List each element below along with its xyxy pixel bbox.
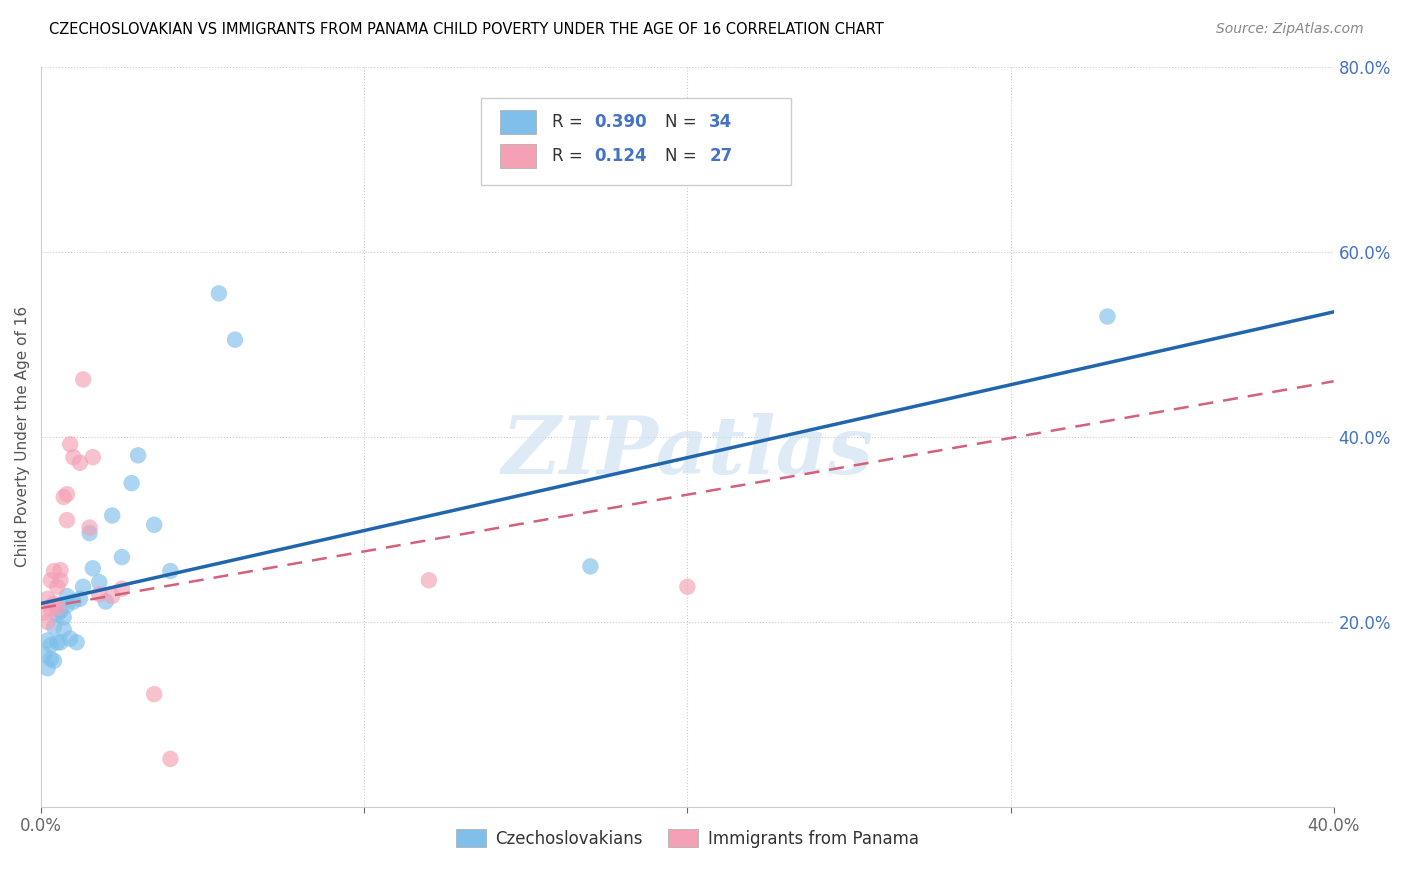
Point — [42, 596, 65, 610]
Point — [208, 286, 231, 301]
Point — [111, 582, 134, 596]
Point — [49, 635, 72, 649]
FancyBboxPatch shape — [481, 98, 790, 185]
Point — [62, 594, 84, 608]
Point — [1097, 310, 1119, 324]
Y-axis label: Child Poverty Under the Age of 16: Child Poverty Under the Age of 16 — [15, 306, 30, 567]
Point — [79, 526, 101, 541]
Legend: Czechoslovakians, Immigrants from Panama: Czechoslovakians, Immigrants from Panama — [449, 822, 925, 855]
Point — [69, 456, 91, 470]
Point — [159, 564, 181, 578]
Point — [39, 574, 62, 588]
Point — [101, 589, 124, 603]
Point — [46, 601, 69, 615]
Text: 34: 34 — [710, 113, 733, 131]
Point — [159, 752, 181, 766]
Point — [49, 604, 72, 618]
FancyBboxPatch shape — [501, 111, 536, 134]
Point — [42, 619, 65, 633]
Point — [49, 563, 72, 577]
Point — [66, 635, 89, 649]
FancyBboxPatch shape — [501, 145, 536, 168]
Point — [46, 607, 69, 622]
Point — [39, 652, 62, 666]
Point — [56, 599, 79, 613]
Point — [39, 601, 62, 615]
Point — [56, 513, 79, 527]
Text: 0.124: 0.124 — [595, 147, 647, 165]
Point — [37, 661, 59, 675]
Point — [37, 591, 59, 606]
Point — [121, 476, 143, 491]
Point — [89, 587, 111, 601]
Point — [72, 372, 94, 386]
Point — [127, 448, 149, 462]
Point — [34, 606, 56, 620]
Point — [89, 575, 111, 590]
Point — [111, 550, 134, 565]
Point — [579, 559, 602, 574]
Point — [49, 574, 72, 588]
Point — [69, 591, 91, 606]
Point — [94, 594, 117, 608]
Text: R =: R = — [551, 147, 588, 165]
Point — [52, 623, 75, 637]
Point — [42, 654, 65, 668]
Text: N =: N = — [665, 147, 702, 165]
Point — [37, 615, 59, 629]
Point — [59, 632, 82, 646]
Point — [676, 580, 699, 594]
Point — [224, 333, 246, 347]
Point — [42, 564, 65, 578]
Point — [46, 580, 69, 594]
Point — [59, 437, 82, 451]
Point — [52, 610, 75, 624]
Text: 0.390: 0.390 — [595, 113, 647, 131]
Point — [39, 638, 62, 652]
Point — [56, 589, 79, 603]
Point — [37, 633, 59, 648]
Point — [143, 687, 166, 701]
Text: N =: N = — [665, 113, 702, 131]
Point — [82, 561, 104, 575]
Point — [56, 487, 79, 501]
Point — [52, 490, 75, 504]
Point — [418, 574, 440, 588]
Point — [34, 648, 56, 662]
Text: R =: R = — [551, 113, 588, 131]
Point — [101, 508, 124, 523]
Point — [82, 450, 104, 465]
Point — [72, 580, 94, 594]
Text: 27: 27 — [710, 147, 733, 165]
Point — [46, 635, 69, 649]
Point — [143, 517, 166, 532]
Point — [79, 520, 101, 534]
Text: Source: ZipAtlas.com: Source: ZipAtlas.com — [1216, 22, 1364, 37]
Text: ZIPatlas: ZIPatlas — [502, 413, 873, 491]
Text: CZECHOSLOVAKIAN VS IMMIGRANTS FROM PANAMA CHILD POVERTY UNDER THE AGE OF 16 CORR: CZECHOSLOVAKIAN VS IMMIGRANTS FROM PANAM… — [49, 22, 884, 37]
Point — [62, 450, 84, 465]
